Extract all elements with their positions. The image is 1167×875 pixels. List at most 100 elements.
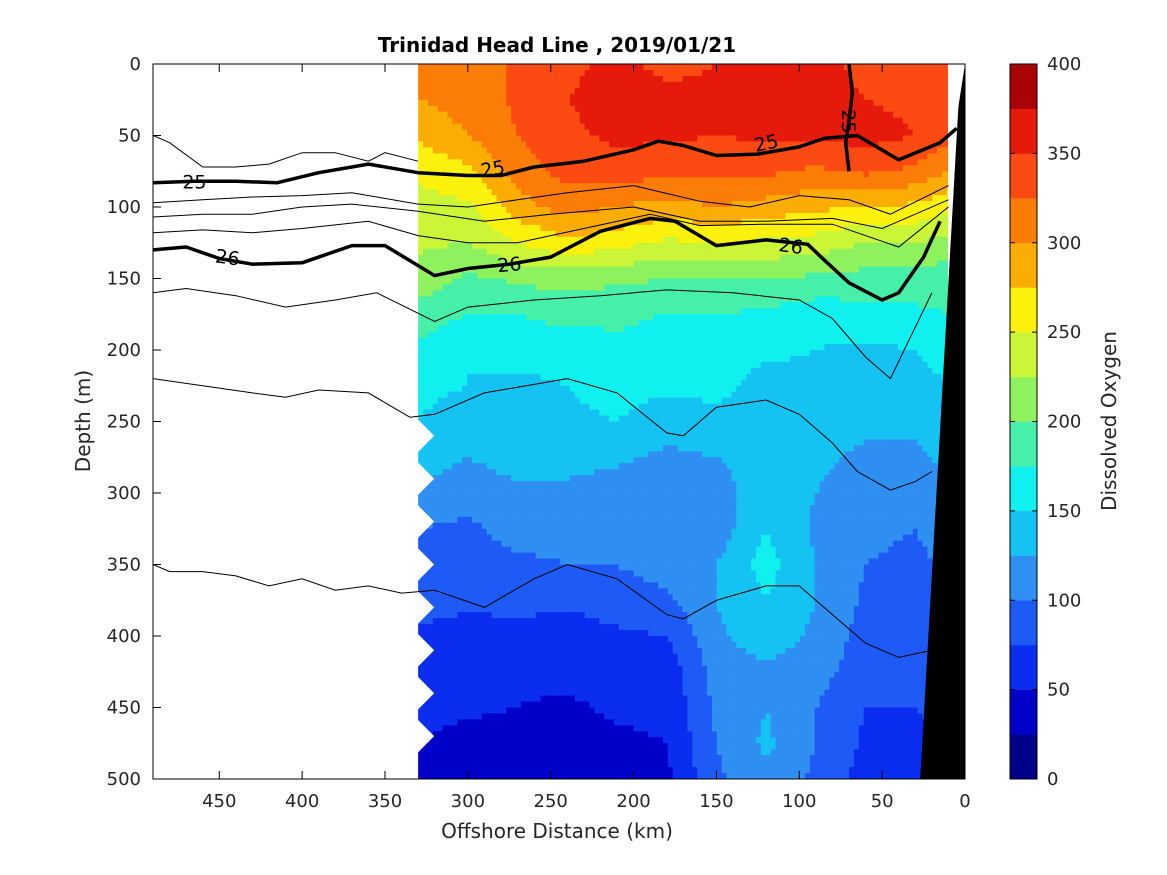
oxygen-cell	[545, 242, 551, 250]
oxygen-cell	[565, 630, 571, 637]
oxygen-cell	[555, 153, 561, 160]
oxygen-cell	[462, 81, 468, 89]
oxygen-cell	[540, 111, 547, 119]
oxygen-cell	[472, 427, 478, 435]
oxygen-cell	[437, 546, 444, 554]
oxygen-cell	[476, 630, 483, 637]
oxygen-cell	[535, 141, 542, 149]
oxygen-cell	[467, 719, 473, 726]
oxygen-cell	[604, 737, 610, 744]
oxygen-cell	[442, 385, 449, 393]
oxygen-cell	[442, 493, 449, 500]
oxygen-cell	[452, 564, 458, 572]
oxygen-cell	[550, 248, 556, 256]
oxygen-cell	[452, 296, 458, 303]
oxygen-cell	[618, 373, 625, 381]
oxygen-cell	[569, 332, 576, 339]
oxygen-cell	[476, 445, 483, 452]
oxygen-cell	[540, 582, 547, 589]
oxygen-cell	[560, 725, 566, 732]
oxygen-cell	[604, 344, 610, 351]
oxygen-cell	[584, 564, 591, 572]
oxygen-cell	[550, 266, 556, 274]
oxygen-cell	[584, 588, 591, 595]
oxygen-cell	[486, 433, 493, 440]
oxygen-cell	[462, 612, 468, 619]
oxygen-cell	[525, 564, 532, 572]
oxygen-cell	[525, 498, 532, 506]
oxygen-cell	[604, 743, 610, 750]
oxygen-cell	[432, 296, 439, 303]
oxygen-cell	[418, 624, 424, 631]
oxygen-cell	[584, 576, 591, 583]
oxygen-cell	[491, 647, 498, 655]
oxygen-cell	[613, 630, 620, 637]
oxygen-cell	[423, 111, 429, 119]
oxygen-cell	[462, 594, 468, 601]
oxygen-cell	[423, 81, 429, 89]
oxygen-cell	[432, 439, 439, 446]
oxygen-cell	[432, 475, 439, 482]
oxygen-cell	[452, 588, 458, 595]
oxygen-cell	[604, 177, 610, 184]
oxygen-cell	[589, 457, 596, 464]
oxygen-cell	[442, 671, 449, 679]
oxygen-cell	[511, 606, 517, 613]
oxygen-cell	[467, 81, 473, 89]
oxygen-cell	[555, 290, 561, 297]
oxygen-cell	[520, 355, 527, 363]
oxygen-cell	[589, 403, 596, 411]
oxygen-cell	[613, 189, 620, 196]
oxygen-cell	[579, 719, 586, 726]
oxygen-cell	[462, 93, 468, 101]
oxygen-cell	[569, 105, 576, 113]
oxygen-cell	[540, 600, 547, 607]
oxygen-cell	[584, 111, 591, 119]
oxygen-cell	[481, 177, 488, 184]
oxygen-cell	[447, 647, 454, 655]
oxygen-cell	[472, 260, 478, 268]
oxygen-cell	[520, 93, 527, 101]
oxygen-cell	[520, 636, 527, 643]
oxygen-cell	[423, 373, 429, 381]
oxygen-cell	[506, 463, 512, 470]
oxygen-cell	[613, 320, 620, 327]
oxygen-cell	[481, 641, 488, 649]
oxygen-cell	[535, 564, 542, 572]
oxygen-cell	[496, 677, 502, 685]
oxygen-cell	[530, 737, 537, 744]
oxygen-cell	[486, 445, 493, 452]
oxygen-cell	[447, 272, 454, 280]
oxygen-cell	[472, 165, 478, 172]
oxygen-cell	[574, 141, 581, 149]
oxygen-cell	[481, 236, 488, 244]
oxygen-cell	[594, 540, 600, 548]
oxygen-cell	[437, 516, 444, 524]
oxygen-cell	[550, 308, 556, 315]
oxygen-cell	[555, 725, 561, 732]
oxygen-cell	[437, 117, 444, 125]
oxygen-cell	[491, 189, 498, 196]
oxygen-cell	[565, 69, 571, 77]
oxygen-cell	[565, 230, 571, 238]
oxygen-cell	[545, 773, 551, 779]
oxygen-cell	[481, 469, 488, 476]
oxygen-cell	[457, 64, 463, 71]
oxygen-cell	[472, 433, 478, 440]
oxygen-cell	[613, 123, 620, 131]
oxygen-cell	[476, 177, 483, 184]
oxygen-cell	[594, 201, 600, 208]
oxygen-cell	[437, 123, 444, 131]
oxygen-cell	[496, 737, 502, 744]
oxygen-cell	[550, 135, 556, 143]
oxygen-cell	[457, 576, 463, 583]
oxygen-cell	[472, 302, 478, 309]
oxygen-cell	[545, 546, 551, 554]
oxygen-cell	[599, 546, 605, 554]
oxygen-cell	[545, 367, 551, 375]
oxygen-cell	[555, 338, 561, 345]
oxygen-cell	[545, 75, 551, 83]
oxygen-cell	[457, 641, 463, 649]
oxygen-cell	[535, 457, 542, 464]
oxygen-cell	[486, 367, 493, 375]
